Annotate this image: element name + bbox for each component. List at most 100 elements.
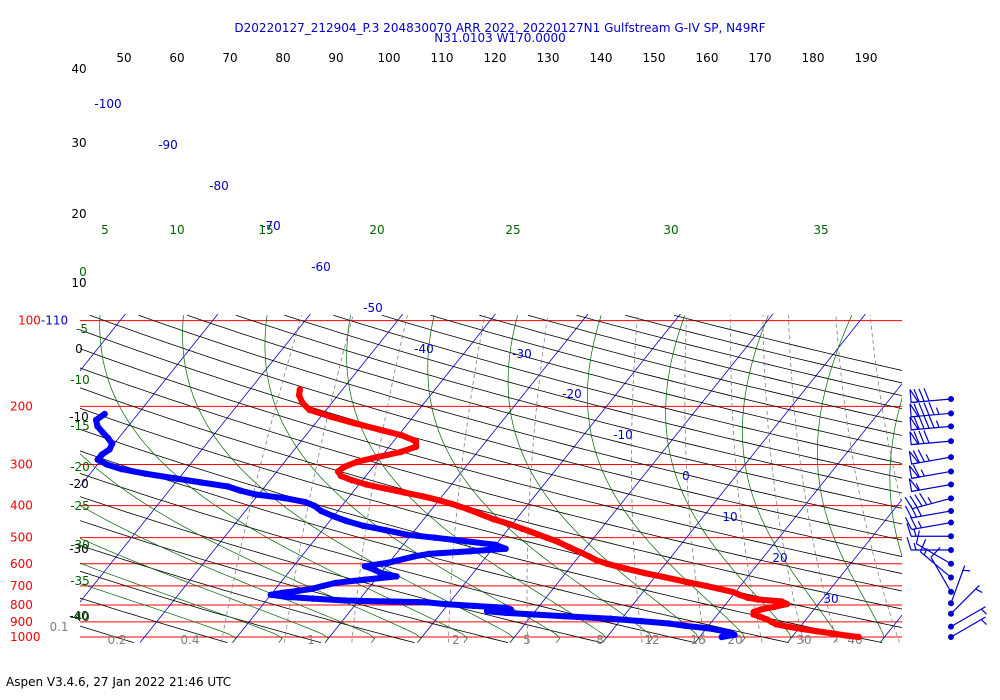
temperature-profile-point xyxy=(351,420,358,427)
isotherm-line xyxy=(139,313,404,643)
dewpoint-profile-point xyxy=(108,440,116,448)
chart-grid xyxy=(0,313,1000,643)
isotherm-line xyxy=(787,498,902,643)
isotherm-line xyxy=(0,314,33,643)
mixing-ratio-label: 16 xyxy=(690,633,705,647)
dry-adiabat-line xyxy=(80,329,902,557)
isotherm-line xyxy=(509,313,774,643)
dewpoint-profile-point xyxy=(329,512,336,520)
wind-barb xyxy=(904,516,954,531)
dry-adiabat-line xyxy=(80,348,902,574)
dewpoint-profile-point xyxy=(302,498,309,506)
pressure-label: 300 xyxy=(10,457,33,471)
temperature-profile-point xyxy=(754,596,762,603)
pressure-label: 1000 xyxy=(10,630,41,644)
isotherm-line xyxy=(602,313,866,643)
temperature-profile-point xyxy=(448,500,455,508)
dewpoint-profile-point xyxy=(682,622,689,629)
temperature-profile-point xyxy=(295,392,303,399)
moist-adiabat-label: 0 xyxy=(79,265,87,279)
dewpoint-profile-point xyxy=(467,548,474,555)
isotherm-line xyxy=(80,313,219,488)
temperature-profile-point xyxy=(349,477,356,484)
isotherm-label: -60 xyxy=(311,260,331,274)
temperature-profile-point xyxy=(593,557,600,564)
dry-adiabat-line xyxy=(138,314,902,525)
temperature-profile-point xyxy=(771,603,778,610)
dry-adiabat-line xyxy=(576,314,902,397)
temperature-profile-point xyxy=(296,386,303,393)
dry-adiabat-line xyxy=(80,428,883,643)
dewpoint-profile-point xyxy=(341,597,348,604)
temperature-profile-point xyxy=(757,613,764,621)
temperature-profile-point xyxy=(527,528,535,535)
dewpoint-profile-point xyxy=(411,553,418,560)
temperature-profile-point xyxy=(585,553,593,560)
wind-barb xyxy=(919,538,954,581)
moist-adiabat-label: 5 xyxy=(101,223,109,237)
temperature-profile-point xyxy=(604,560,611,567)
temperature-profile-point xyxy=(478,511,485,518)
dewpoint-profile-point xyxy=(383,527,390,534)
temperature-profile-point xyxy=(401,489,408,496)
mixing-ratio-label: 8 xyxy=(596,633,604,647)
isotherm-line xyxy=(80,313,126,372)
temperature-profile-point xyxy=(758,606,765,613)
dewpoint-profile-point xyxy=(607,615,614,622)
dry-adiabat-line xyxy=(479,314,902,423)
mixing-ratio-label: 0.1 xyxy=(49,620,68,634)
pressure-label: 500 xyxy=(10,531,33,545)
dewpoint-profile-point xyxy=(717,627,724,634)
temperature-profile-point xyxy=(641,569,648,577)
wind-barb xyxy=(906,536,954,554)
dry-adiabat-line xyxy=(187,314,902,509)
temperature-profile-point xyxy=(784,623,791,630)
mixing-ratio-label: 30 xyxy=(796,633,811,647)
temperature-profile-point xyxy=(543,534,550,541)
dewpoint-profile-point xyxy=(362,576,369,583)
dewpoint-profile-point xyxy=(94,423,101,430)
mixing-ratio-line xyxy=(869,315,902,507)
dewpoint-profile-point xyxy=(377,569,384,577)
theta-label: 20 xyxy=(71,207,86,221)
moist-adiabat-label: -15 xyxy=(70,419,90,433)
dewpoint-profile-point xyxy=(170,474,177,482)
dewpoint-profile-point xyxy=(470,602,477,610)
top-scale-label: 100 xyxy=(378,51,401,65)
moist-adiabat-label: 25 xyxy=(505,223,520,237)
theta-label: 0 xyxy=(75,342,83,356)
temperature-profile-point xyxy=(306,406,313,414)
mixing-ratio-line xyxy=(762,315,805,643)
temperature-profile-point xyxy=(736,591,743,598)
temperature-profile-point xyxy=(435,497,443,504)
temperature-profile-point xyxy=(566,544,573,551)
mixing-ratio-line xyxy=(351,315,408,643)
top-scale-label: 120 xyxy=(484,51,507,65)
pressure-label: 100-110 xyxy=(18,314,68,328)
temperature-profile-point xyxy=(464,506,471,513)
dewpoint-profile-point xyxy=(385,559,393,566)
dewpoint-profile-point xyxy=(99,429,107,436)
dewpoint-profile-point xyxy=(665,620,672,627)
isotherm-label: -100 xyxy=(94,97,121,111)
dry-adiabat-line xyxy=(673,314,902,371)
wind-barb xyxy=(908,478,954,493)
mixing-ratio-line xyxy=(788,315,838,643)
dewpoint-profile-point xyxy=(425,550,432,558)
pressure-label: 200 xyxy=(10,399,33,413)
dewpoint-profile-point xyxy=(343,517,350,525)
moist-adiabat-label: 30 xyxy=(663,223,678,237)
dewpoint-profile-point xyxy=(142,470,149,477)
top-scale-label: 180 xyxy=(802,51,825,65)
top-scale-label: 150 xyxy=(643,51,666,65)
temperature-profile-point xyxy=(662,574,669,581)
temperature-profile-point xyxy=(555,538,562,546)
dewpoint-profile-point xyxy=(400,555,408,563)
dry-adiabat-line xyxy=(80,450,789,643)
top-scale-label: 70 xyxy=(222,51,237,65)
temperature-profile-point xyxy=(577,549,585,556)
moist-adiabat-label: -20 xyxy=(70,460,90,474)
dry-adiabat-line xyxy=(235,314,902,494)
moist-adiabat-line xyxy=(959,315,1000,642)
